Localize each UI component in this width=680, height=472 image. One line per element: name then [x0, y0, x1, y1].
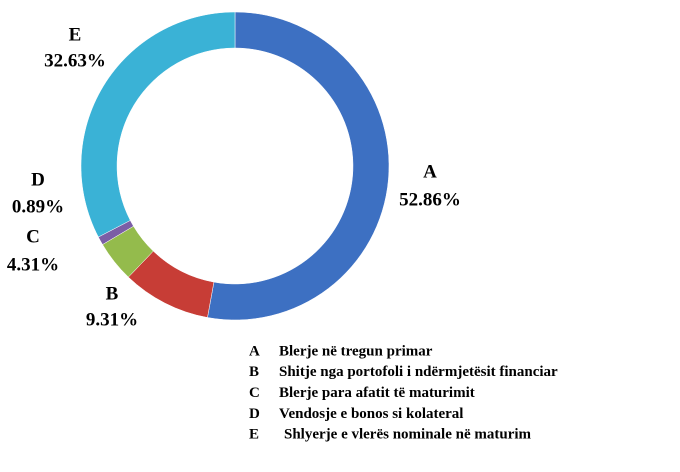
legend-label: Shlyerje e vlerës nominale në maturim — [284, 427, 532, 443]
legend-label: Blerje para afatit të maturimit — [279, 385, 475, 401]
legend-label: Blerje në tregun primar — [279, 343, 433, 359]
slice-category: B — [106, 283, 119, 304]
legend-key: D — [249, 406, 260, 422]
legend-label: Shitje nga portofoli i ndërmjetësit fina… — [279, 364, 558, 380]
slice-category: D — [31, 169, 45, 190]
donut-slice — [80, 11, 236, 238]
legend-key: B — [249, 364, 259, 380]
slice-category: C — [26, 226, 40, 247]
legend-label: Vendosje e bonos si kolateral — [279, 406, 463, 422]
slice-value-label: 0.89% — [12, 196, 64, 217]
slice-value-label: 9.31% — [86, 309, 138, 330]
legend-key: C — [249, 385, 260, 401]
slice-category: E — [69, 24, 82, 45]
legend-key: A — [249, 343, 260, 359]
donut-slice — [207, 11, 390, 321]
slice-value-label: 32.63% — [44, 50, 106, 71]
slice-category: A — [423, 161, 437, 182]
legend-key: E — [249, 427, 259, 443]
slice-value-label: 52.86% — [399, 189, 461, 210]
slice-value-label: 4.31% — [7, 254, 59, 275]
